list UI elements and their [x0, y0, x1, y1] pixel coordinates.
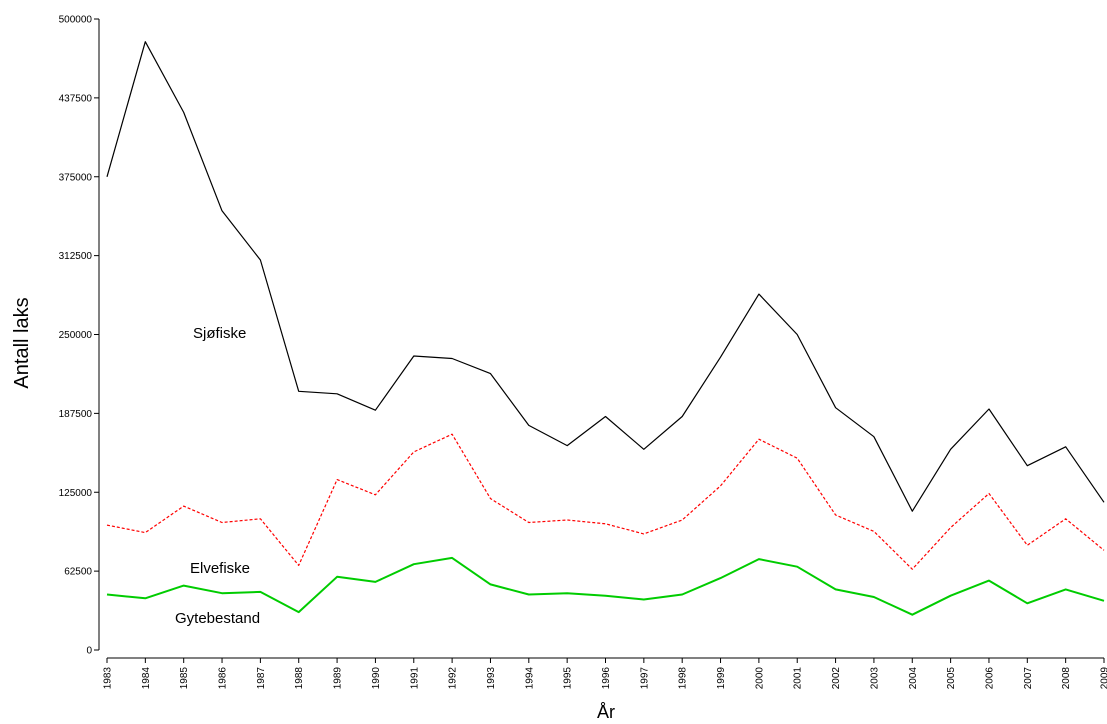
x-tick-label: 1994 [524, 667, 535, 690]
x-tick-label: 1985 [179, 667, 190, 690]
y-axis-title: Antall laks [11, 297, 33, 388]
x-tick-label: 2000 [754, 667, 765, 690]
x-axis: 1983 1984 1985 1986 1987 1988 1989 1990 1991 1992… [103, 657, 1107, 690]
y-tick-label: 0 [86, 646, 92, 657]
x-tick-label: 1992 [448, 667, 459, 690]
y-tick-label: 62500 [64, 567, 92, 578]
y-tick-label: 375000 [59, 172, 93, 183]
y-tick-label: 125000 [59, 488, 93, 499]
x-tick-label: 1989 [333, 667, 344, 690]
x-tick-label: 2004 [908, 667, 919, 690]
x-tick-label: 1993 [486, 667, 497, 690]
series-line-gytebestand [106, 556, 1105, 616]
x-tick-label: 1988 [294, 667, 305, 690]
x-tick-label: 2005 [946, 667, 957, 690]
x-tick-label: 1987 [256, 667, 267, 690]
x-tick-label: 1986 [218, 667, 229, 690]
annotation-elvefiske: Elvefiske [190, 560, 250, 577]
y-tick-label: 437500 [59, 93, 93, 104]
x-tick-label: 1984 [141, 667, 152, 690]
x-tick-label: 2002 [831, 667, 842, 690]
annotation-sjofiske: Sjøfiske [193, 325, 246, 342]
series-line-elvefiske [106, 433, 1105, 570]
y-tick-label: 250000 [59, 330, 93, 341]
x-tick-label: 2006 [984, 667, 995, 690]
x-tick-label: 1990 [371, 667, 382, 690]
x-tick-label: 1983 [103, 667, 114, 690]
y-axis: 0 62500 125000 187500 250000 312500 375000 4375… [59, 15, 100, 657]
x-tick-label: 1997 [639, 667, 650, 690]
y-tick-label: 500000 [59, 15, 93, 26]
x-axis-title: År [597, 702, 615, 722]
x-tick-label: 1991 [409, 667, 420, 690]
x-tick-label: 1996 [601, 667, 612, 690]
series-line-sjofiske [106, 41, 1105, 512]
x-tick-label: 2003 [869, 667, 880, 690]
x-tick-label: 1998 [678, 667, 689, 690]
y-tick-label: 312500 [59, 251, 93, 262]
x-tick-label: 1995 [563, 667, 574, 690]
annotation-gytebestand: Gytebestand [175, 610, 260, 627]
series-layer [106, 41, 1105, 616]
y-tick-label: 187500 [59, 409, 93, 420]
x-tick-label: 2001 [793, 667, 804, 690]
x-tick-label: 2009 [1100, 667, 1107, 690]
x-tick-label: 2008 [1061, 667, 1072, 690]
x-tick-label: 1999 [716, 667, 727, 690]
x-tick-label: 2007 [1023, 667, 1034, 690]
series-annotations: Sjøfiske Elvefiske Gytebestand [175, 325, 260, 627]
